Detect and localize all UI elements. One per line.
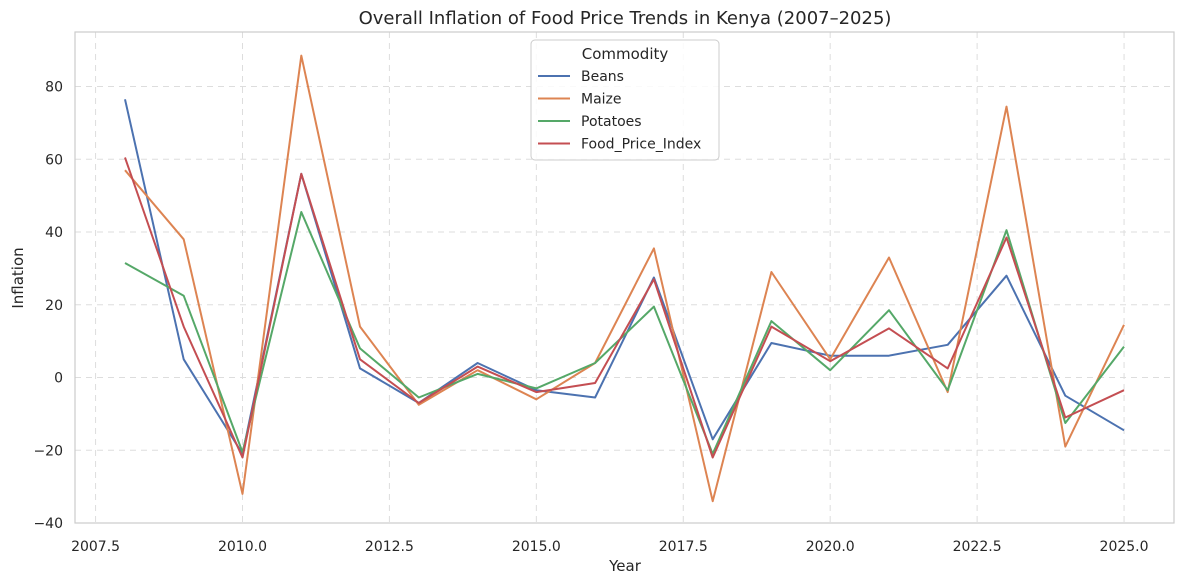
- x-axis-ticks: 2007.5 2010.0 2012.5 2015.0 2017.5 2020.0 2022…: [71, 539, 1148, 555]
- legend-label-maize: Maize: [581, 92, 622, 108]
- x-tick-label: 2007.5: [71, 539, 120, 555]
- x-tick-label: 2017.5: [659, 539, 708, 555]
- x-tick-label: 2025.0: [1100, 539, 1149, 555]
- y-tick-label: −20: [33, 443, 63, 459]
- legend-label-beans: Beans: [581, 69, 624, 85]
- legend: Commodity Beans Maize Potatoes Food_Price_I…: [530, 39, 720, 161]
- plot-frame: [74, 31, 1175, 524]
- series-lines: [124, 54, 1125, 503]
- y-axis-ticks: −40 −20 0 20 40 60 80: [33, 80, 63, 532]
- legend-title: Commodity: [582, 45, 669, 63]
- x-axis-label: Year: [608, 557, 642, 575]
- y-tick-label: 40: [45, 225, 63, 241]
- y-tick-label: 60: [45, 152, 63, 168]
- x-tick-label: 2015.0: [512, 539, 561, 555]
- y-tick-label: 20: [45, 298, 63, 314]
- chart-title: Overall Inflation of Food Price Trends i…: [359, 8, 892, 29]
- series-line-food-price-index: [124, 157, 1125, 459]
- y-tick-label: 80: [45, 80, 63, 96]
- y-tick-label: −40: [33, 516, 63, 532]
- legend-label-food-price-index: Food_Price_Index: [581, 137, 701, 153]
- legend-box: [530, 39, 720, 161]
- y-axis-label: Inflation: [9, 247, 27, 308]
- y-tick-label: 0: [54, 371, 63, 387]
- x-tick-label: 2022.5: [953, 539, 1002, 555]
- x-tick-label: 2010.0: [218, 539, 267, 555]
- legend-label-potatoes: Potatoes: [581, 114, 642, 130]
- x-tick-label: 2020.0: [806, 539, 855, 555]
- grid: [75, 32, 1174, 524]
- x-tick-label: 2012.5: [365, 539, 414, 555]
- series-line-potatoes: [124, 211, 1125, 455]
